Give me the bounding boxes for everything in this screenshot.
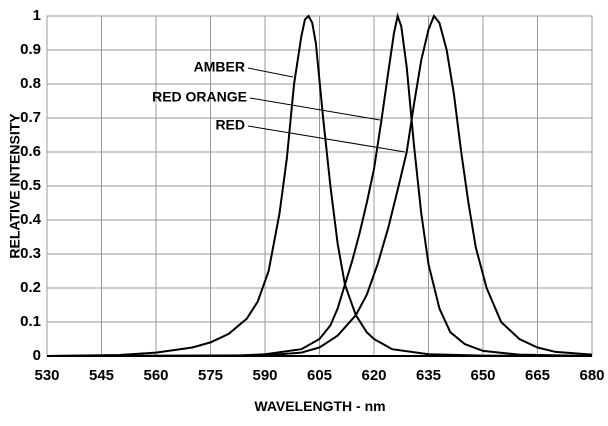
x-tick-label: 545 [89,367,114,384]
y-tick-label: 0.5 [20,177,41,194]
x-tick-label: 665 [525,367,550,384]
annotation: RED [215,117,245,133]
annotation: AMBER [194,59,245,75]
y-tick-label: 0.8 [20,75,41,92]
x-tick-label: 575 [198,367,223,384]
y-tick-label: 0.4 [20,211,42,228]
y-tick-label: 0.9 [20,41,41,58]
annotation-leader [247,67,294,78]
x-tick-label: 530 [34,367,59,384]
annotation-leader [249,97,381,121]
x-tick-label: 590 [252,367,277,384]
x-tick-label: 635 [416,367,441,384]
x-axis-label: WAVELENGTH - nm [254,398,385,414]
y-tick-label: 1 [33,7,41,24]
series-line [47,12,593,357]
y-tick-label: 0 [33,347,41,364]
y-tick-label: 0.3 [20,245,41,262]
x-tick-label: 560 [143,367,168,384]
annotation: RED ORANGE [152,89,247,105]
x-tick-label: 650 [470,367,495,384]
series-line [46,14,593,357]
series-line [46,14,593,357]
y-tick-label: 0.7 [20,109,41,126]
y-tick-label: 0.1 [20,313,41,330]
x-tick-label: 680 [579,367,604,384]
y-tick-label: 0.2 [20,279,41,296]
y-tick-label: 0.6 [20,143,41,160]
x-tick-label: 620 [361,367,386,384]
y-axis-label: RELATIVE INTENSITY [7,113,23,259]
x-tick-label: 605 [307,367,332,384]
annotation-leader [247,125,406,153]
